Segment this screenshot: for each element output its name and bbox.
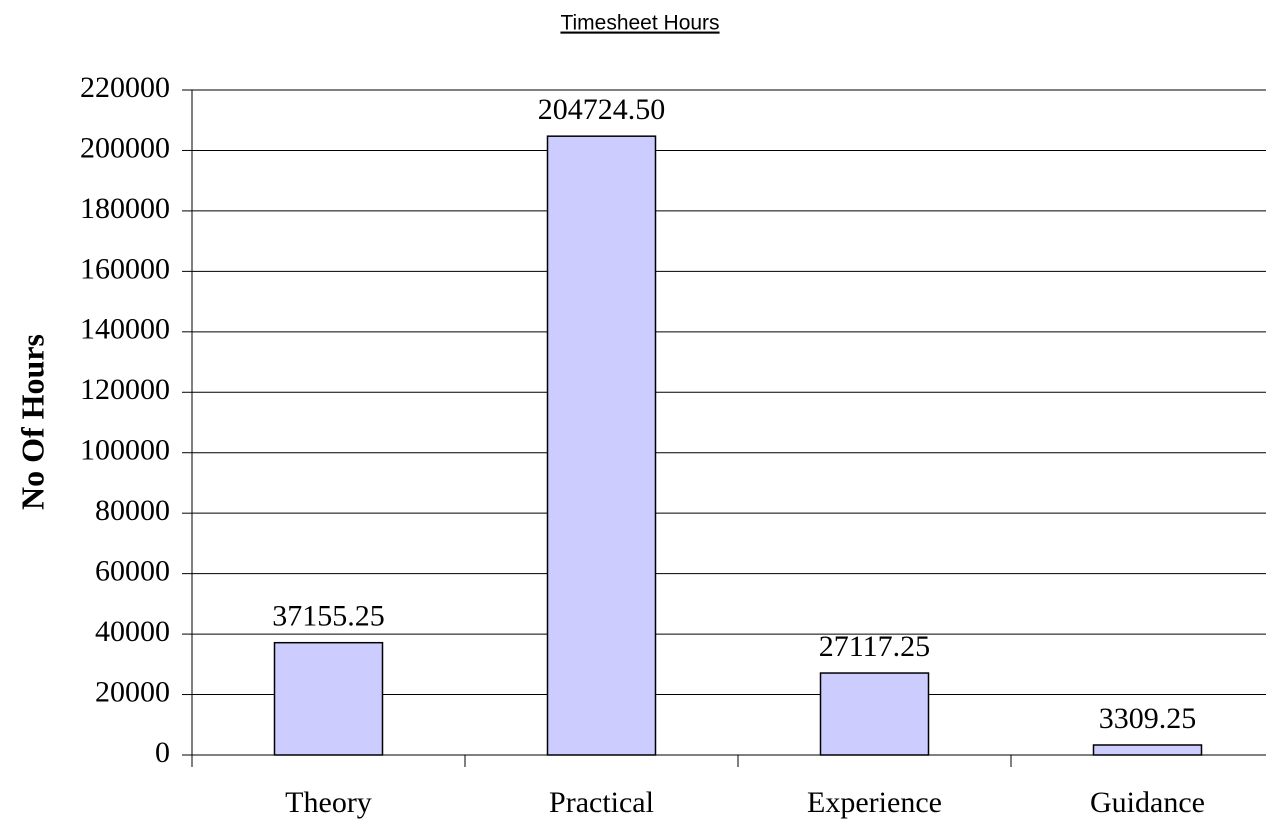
- bar: [819, 672, 930, 756]
- bar: [1092, 744, 1203, 756]
- y-tick-label: 140000: [80, 313, 170, 346]
- y-tick-label: 100000: [80, 434, 170, 467]
- y-axis-title: No Of Hours: [14, 334, 50, 510]
- y-tick-label: 80000: [95, 494, 170, 527]
- y-tick-label: 120000: [80, 373, 170, 406]
- chart-title: Timesheet Hours: [560, 12, 719, 35]
- data-label: 27117.25: [819, 630, 930, 663]
- x-tick-label: Experience: [807, 786, 942, 819]
- y-tick-label: 40000: [95, 615, 170, 648]
- data-label: 37155.25: [272, 600, 385, 633]
- y-tick-label: 200000: [80, 131, 170, 164]
- bar: [546, 135, 657, 756]
- y-tick-label: 0: [155, 736, 170, 769]
- y-tick-label: 160000: [80, 252, 170, 285]
- data-label: 3309.25: [1099, 702, 1197, 735]
- x-tick-label: Theory: [285, 786, 372, 819]
- bar: [273, 641, 384, 756]
- y-tick-label: 20000: [95, 675, 170, 708]
- x-tick-label: Practical: [549, 786, 654, 819]
- data-label: 204724.50: [538, 93, 666, 126]
- y-tick-label: 180000: [80, 192, 170, 225]
- x-tick-label: Guidance: [1090, 786, 1205, 819]
- y-tick-label: 220000: [80, 71, 170, 104]
- y-tick-label: 60000: [95, 555, 170, 588]
